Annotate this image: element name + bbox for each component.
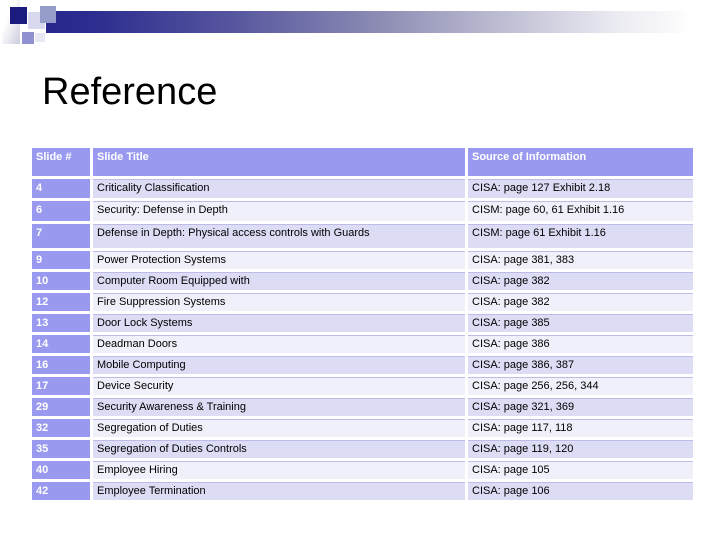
pixel-square-tiny [35, 33, 45, 42]
table-row: 35 Segregation of Duties Controls CISA: pa… [32, 440, 693, 458]
source-cell: CISM: page 61 Exhibit 1.16 [468, 224, 693, 248]
source-cell: CISA: page 382 [468, 293, 693, 311]
pixel-square-dark [10, 7, 27, 24]
source-cell: CISA: page 381, 383 [468, 251, 693, 269]
source-cell: CISA: page 117, 118 [468, 419, 693, 437]
slide-number-cell: 7 [32, 224, 90, 248]
slide-title-cell: Employee Hiring [93, 461, 465, 479]
source-cell: CISA: page 127 Exhibit 2.18 [468, 179, 693, 198]
banner-gradient-bar [46, 11, 712, 33]
slide-number-cell: 29 [32, 398, 90, 416]
source-cell: CISM: page 60, 61 Exhibit 1.16 [468, 201, 693, 221]
slide-number-cell: 17 [32, 377, 90, 395]
slide-title-cell: Segregation of Duties Controls [93, 440, 465, 458]
pixel-square-grayblue [40, 6, 56, 23]
slide-number-cell: 42 [32, 482, 90, 500]
table-row: 40 Employee Hiring CISA: page 105 [32, 461, 693, 479]
table-row: 42 Employee Termination CISA: page 106 [32, 482, 693, 500]
slide-title-cell: Criticality Classification [93, 179, 465, 198]
slide-title-cell: Defense in Depth: Physical access contro… [93, 224, 465, 248]
source-cell: CISA: page 386 [468, 335, 693, 353]
slide-title-cell: Security Awareness & Training [93, 398, 465, 416]
table-row: 7 Defense in Depth: Physical access contr… [32, 224, 693, 248]
slide-title-cell: Door Lock Systems [93, 314, 465, 332]
table-row: 17 Device Security CISA: page 256, 256, 34… [32, 377, 693, 395]
table-row: 12 Fire Suppression Systems CISA: page 382 [32, 293, 693, 311]
slide-title-cell: Mobile Computing [93, 356, 465, 374]
slide-title-cell: Security: Defense in Depth [93, 201, 465, 221]
slide-number-cell: 10 [32, 272, 90, 290]
table-row: 29 Security Awareness & Training CISA: pag… [32, 398, 693, 416]
slide-number-cell: 6 [32, 201, 90, 221]
reference-table: Slide # Slide Title Source of Informatio… [29, 145, 696, 503]
pixel-square-periwinkle [22, 32, 34, 44]
table-row: 13 Door Lock Systems CISA: page 385 [32, 314, 693, 332]
slide-number-cell: 35 [32, 440, 90, 458]
source-cell: CISA: page 385 [468, 314, 693, 332]
slide-title-cell: Fire Suppression Systems [93, 293, 465, 311]
table-row: 10 Computer Room Equipped with CISA: page … [32, 272, 693, 290]
source-cell: CISA: page 106 [468, 482, 693, 500]
source-cell: CISA: page 105 [468, 461, 693, 479]
column-header-source: Source of Information [468, 148, 693, 176]
table-row: 6 Security: Defense in Depth CISM: page 60… [32, 201, 693, 221]
table-header-row: Slide # Slide Title Source of Informatio… [32, 148, 693, 176]
table-body: 4 Criticality Classification CISA: page 12… [32, 179, 693, 500]
slide-number-cell: 14 [32, 335, 90, 353]
table-row: 14 Deadman Doors CISA: page 386 [32, 335, 693, 353]
slide-title-cell: Employee Termination [93, 482, 465, 500]
slide-title-cell: Segregation of Duties [93, 419, 465, 437]
slide-number-cell: 13 [32, 314, 90, 332]
table-row: 4 Criticality Classification CISA: page 12… [32, 179, 693, 198]
slide-number-cell: 16 [32, 356, 90, 374]
page-title: Reference [42, 71, 218, 113]
slide-number-cell: 9 [32, 251, 90, 269]
table-row: 16 Mobile Computing CISA: page 386, 387 [32, 356, 693, 374]
slide-number-cell: 40 [32, 461, 90, 479]
slide-title-cell: Computer Room Equipped with [93, 272, 465, 290]
table-header: Slide # Slide Title Source of Informatio… [32, 148, 693, 176]
slide-number-cell: 4 [32, 179, 90, 198]
source-cell: CISA: page 382 [468, 272, 693, 290]
table-row: 32 Segregation of Duties CISA: page 117, 1… [32, 419, 693, 437]
slide-title-cell: Device Security [93, 377, 465, 395]
slide-title-cell: Deadman Doors [93, 335, 465, 353]
column-header-slide-title: Slide Title [93, 148, 465, 176]
source-cell: CISA: page 321, 369 [468, 398, 693, 416]
source-cell: CISA: page 386, 387 [468, 356, 693, 374]
source-cell: CISA: page 256, 256, 344 [468, 377, 693, 395]
slide-title-cell: Power Protection Systems [93, 251, 465, 269]
slide-number-cell: 12 [32, 293, 90, 311]
column-header-slide-num: Slide # [32, 148, 90, 176]
source-cell: CISA: page 119, 120 [468, 440, 693, 458]
table-row: 9 Power Protection Systems CISA: page 381,… [32, 251, 693, 269]
slide-number-cell: 32 [32, 419, 90, 437]
